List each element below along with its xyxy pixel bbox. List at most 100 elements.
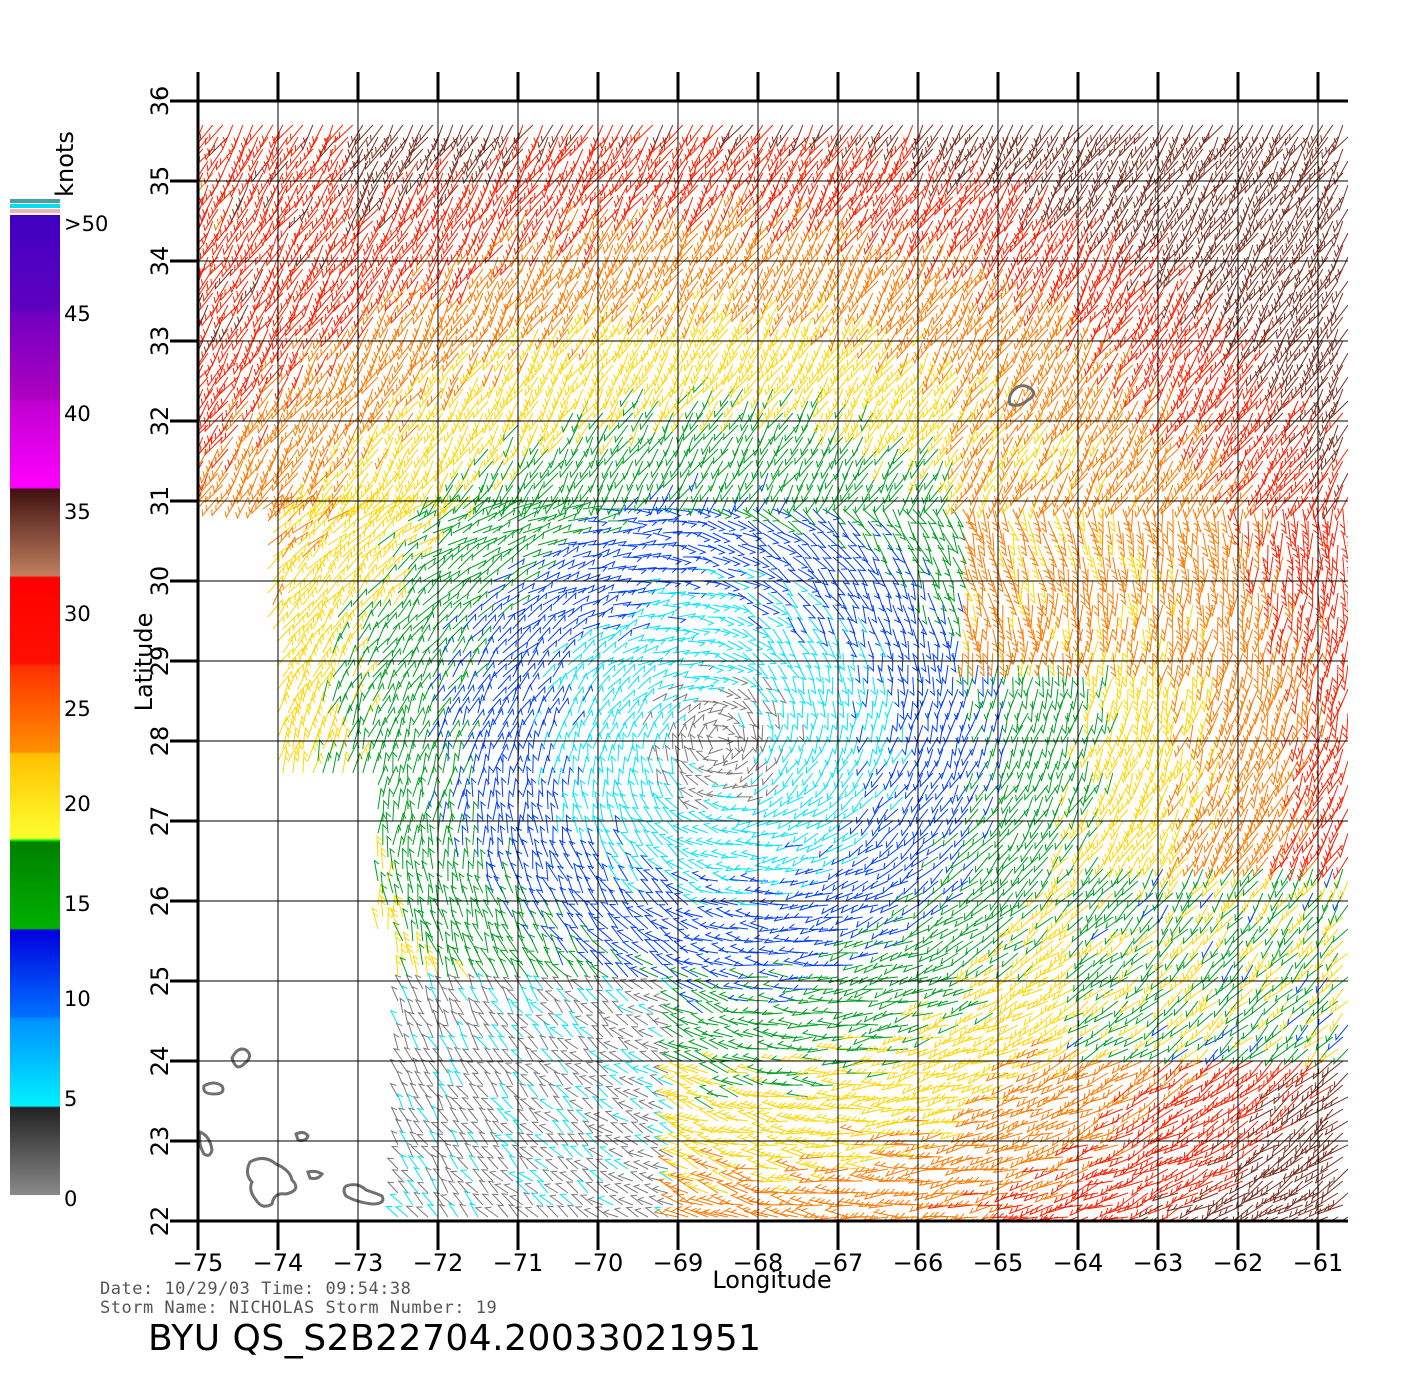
wind-vector (478, 1179, 489, 1194)
wind-vector (685, 124, 704, 148)
wind-vector (525, 292, 544, 311)
wind-vector (332, 702, 341, 726)
wind-vector (512, 542, 529, 558)
wind-vector (547, 609, 567, 618)
wind-vector (392, 777, 403, 798)
wind-vector (472, 400, 489, 420)
wind-vector (432, 1047, 444, 1062)
wind-vector (432, 657, 445, 678)
wind-vector (284, 184, 299, 209)
wind-vector (381, 364, 394, 388)
wind-vector (436, 872, 444, 894)
wind-vector (422, 752, 430, 774)
wind-vector (622, 755, 629, 774)
wind-vector (415, 196, 434, 219)
wind-vector (377, 812, 387, 834)
wind-vector (356, 268, 374, 291)
wind-vector (322, 632, 335, 654)
wind-vector (263, 424, 279, 446)
wind-vector (297, 690, 306, 714)
wind-vector (487, 646, 499, 666)
wind-vector (198, 376, 209, 390)
wind-vector (742, 580, 762, 589)
wind-vector (477, 511, 498, 522)
wind-vector (454, 256, 469, 281)
wind-vector (382, 539, 397, 558)
wind-vector (397, 764, 405, 786)
wind-vector (532, 591, 548, 606)
wind-vector (307, 739, 319, 762)
wind-vector (391, 136, 409, 160)
wind-vector (776, 1067, 799, 1074)
wind-vector (794, 868, 813, 876)
wind-vector (394, 424, 409, 446)
wind-vector (413, 1191, 424, 1206)
wind-vector (482, 525, 503, 534)
wind-vector (271, 388, 284, 414)
wind-vector (364, 148, 384, 171)
wind-vector (332, 751, 341, 774)
wind-vector (462, 777, 471, 798)
wind-vector (482, 546, 502, 558)
wind-vector (631, 1065, 649, 1074)
wind-vector (198, 233, 199, 235)
wind-vector (619, 1049, 634, 1062)
wind-vector (367, 436, 384, 456)
wind-vector (627, 720, 637, 738)
wind-vector (492, 686, 507, 702)
wind-vector (620, 1146, 634, 1158)
wind-vector (405, 184, 419, 211)
wind-vector (362, 280, 379, 303)
wind-vector (537, 538, 559, 546)
wind-vector (627, 520, 648, 529)
wind-vector (417, 883, 423, 906)
wind-vector (504, 874, 514, 894)
wind-vector (495, 907, 501, 930)
wind-vector (447, 513, 469, 522)
wind-vector (517, 765, 523, 786)
wind-vector (213, 472, 229, 494)
wind-vector (672, 670, 690, 678)
wind-vector (735, 124, 754, 147)
wind-vector (409, 1131, 419, 1146)
wind-vector (372, 585, 386, 606)
wind-vector (398, 1059, 409, 1074)
wind-vector (343, 472, 359, 493)
wind-vector (818, 676, 825, 696)
wind-vector (465, 813, 471, 834)
wind-vector (412, 727, 420, 750)
wind-vector (438, 1203, 449, 1218)
wind-vector (292, 448, 309, 469)
wind-vector (587, 742, 593, 762)
wind-vector (687, 496, 699, 517)
wind-vector (283, 448, 299, 470)
wind-vector (406, 1179, 419, 1194)
wind-vector (497, 530, 514, 546)
wind-vector (662, 963, 679, 978)
wind-vector (524, 1206, 539, 1218)
wind-vector (386, 835, 392, 858)
wind-vector (390, 1130, 399, 1146)
wind-vector (382, 727, 391, 750)
wind-vector (252, 304, 269, 329)
wind-vector (372, 460, 384, 484)
wind-vector (198, 473, 199, 475)
wind-vector (542, 524, 563, 534)
wind-vector (198, 329, 199, 330)
wind-vector (486, 813, 492, 834)
wind-vector (467, 859, 473, 882)
wind-vector (302, 460, 314, 484)
wind-vector (367, 620, 380, 642)
wind-vector (430, 1153, 439, 1170)
wind-vector (751, 772, 764, 786)
wind-vector (478, 460, 494, 478)
wind-vector (472, 1000, 484, 1014)
wind-vector (742, 604, 757, 618)
wind-vector (412, 776, 422, 798)
wind-vector (417, 671, 431, 690)
wind-vector (500, 460, 514, 481)
wind-vector (804, 1160, 829, 1170)
wind-vector (806, 400, 819, 422)
wind-vector (444, 955, 451, 978)
wind-vector (557, 742, 566, 762)
